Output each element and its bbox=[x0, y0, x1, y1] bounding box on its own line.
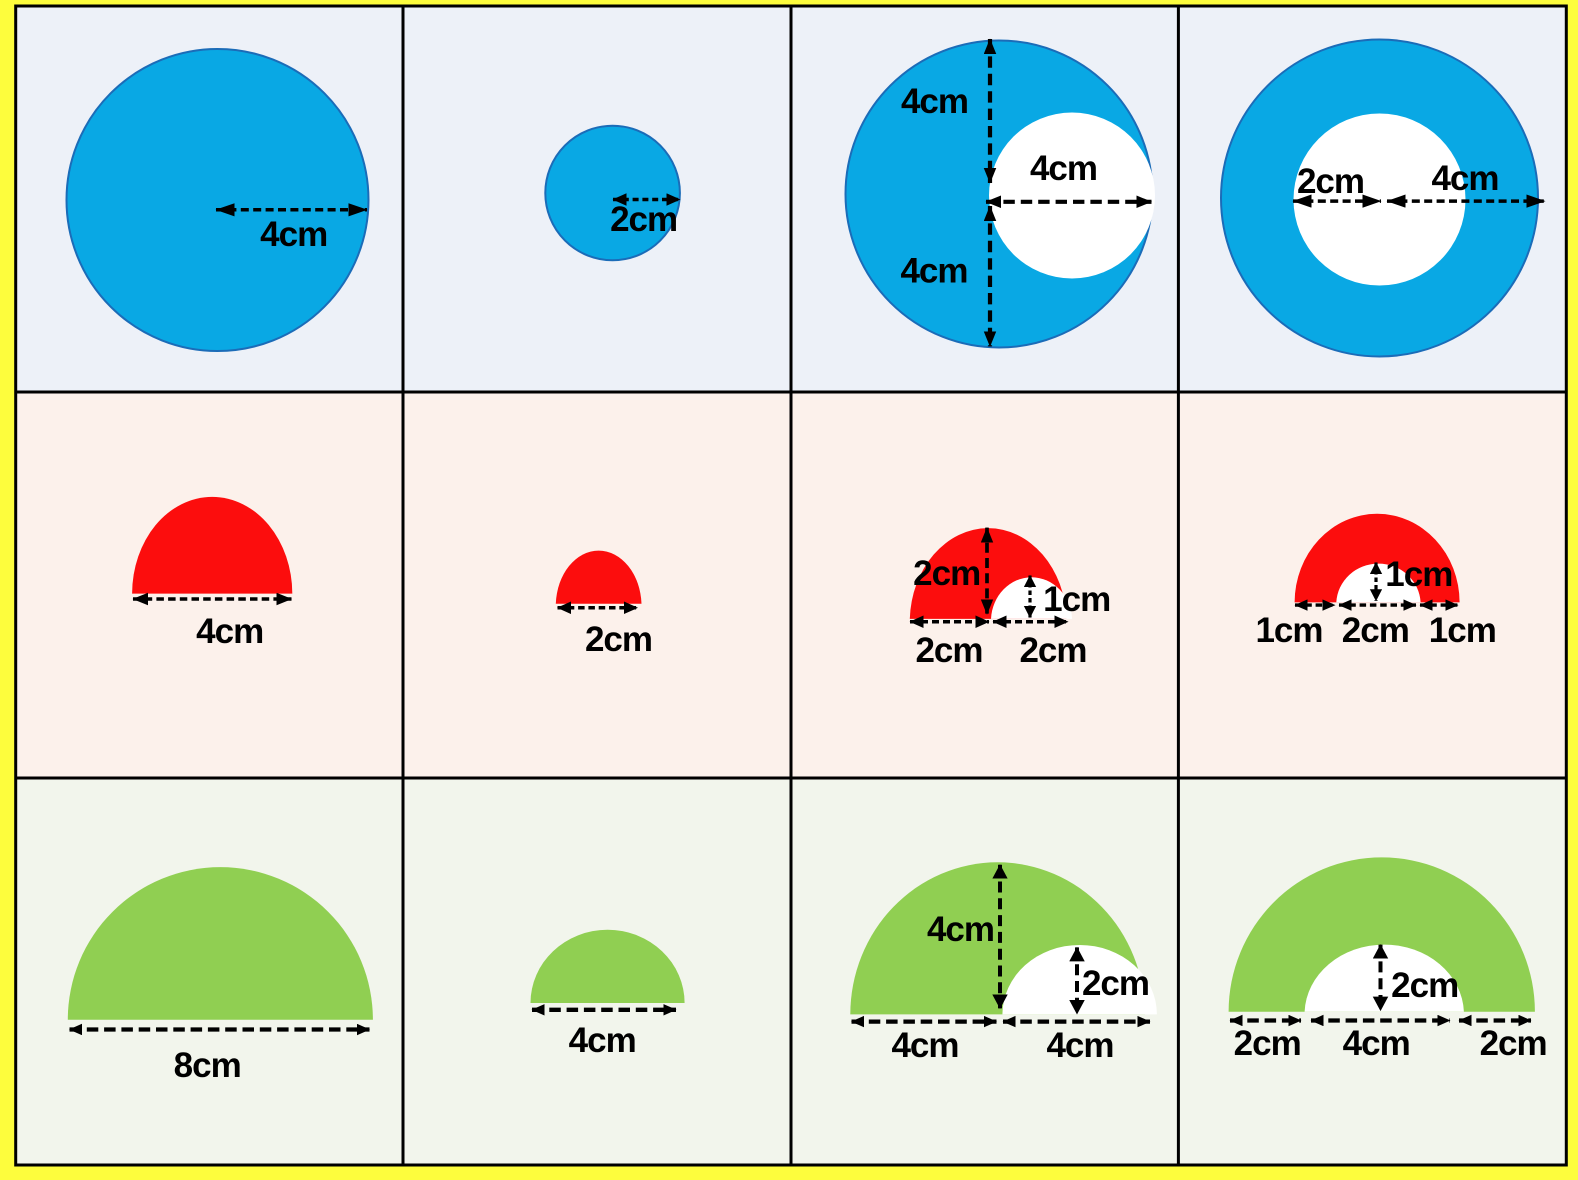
svg-text:4cm: 4cm bbox=[1030, 149, 1097, 188]
svg-text:8cm: 8cm bbox=[174, 1046, 241, 1085]
svg-text:4cm: 4cm bbox=[900, 252, 967, 291]
svg-text:2cm: 2cm bbox=[1234, 1024, 1301, 1063]
svg-text:4cm: 4cm bbox=[196, 612, 263, 651]
svg-text:2cm: 2cm bbox=[1391, 966, 1458, 1005]
svg-text:4cm: 4cm bbox=[1343, 1024, 1410, 1063]
svg-text:2cm: 2cm bbox=[610, 200, 677, 239]
svg-text:2cm: 2cm bbox=[1082, 964, 1149, 1003]
svg-text:4cm: 4cm bbox=[1046, 1026, 1113, 1065]
svg-text:2cm: 2cm bbox=[1297, 162, 1364, 201]
svg-text:4cm: 4cm bbox=[927, 910, 994, 949]
svg-text:4cm: 4cm bbox=[569, 1021, 636, 1060]
svg-text:4cm: 4cm bbox=[891, 1026, 958, 1065]
svg-text:1cm: 1cm bbox=[1429, 611, 1496, 650]
svg-text:2cm: 2cm bbox=[585, 620, 652, 659]
svg-text:2cm: 2cm bbox=[913, 554, 980, 593]
svg-text:1cm: 1cm bbox=[1255, 611, 1322, 650]
svg-text:1cm: 1cm bbox=[1043, 580, 1110, 619]
svg-text:2cm: 2cm bbox=[1480, 1024, 1547, 1063]
svg-text:4cm: 4cm bbox=[260, 215, 327, 254]
svg-text:2cm: 2cm bbox=[1342, 611, 1409, 650]
svg-text:2cm: 2cm bbox=[1019, 631, 1086, 670]
svg-text:4cm: 4cm bbox=[1431, 159, 1498, 198]
svg-text:2cm: 2cm bbox=[915, 631, 982, 670]
svg-text:1cm: 1cm bbox=[1385, 555, 1452, 594]
svg-text:4cm: 4cm bbox=[901, 82, 968, 121]
